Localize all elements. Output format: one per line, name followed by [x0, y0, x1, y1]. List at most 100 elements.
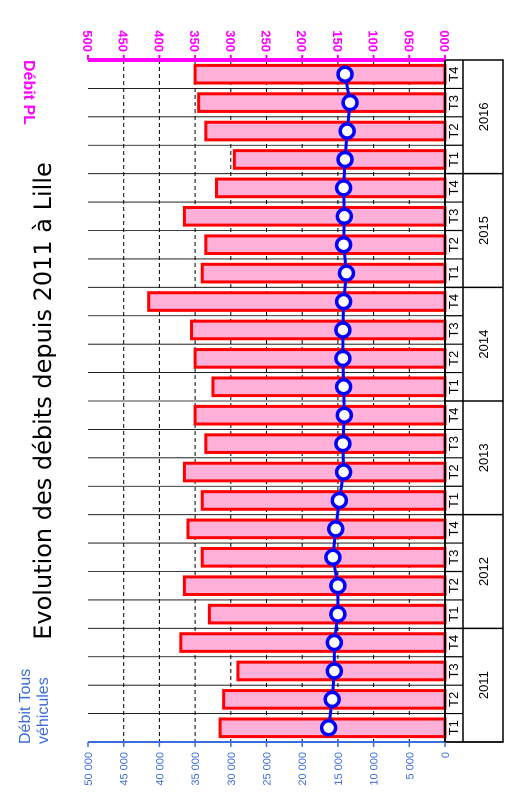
- bar: [197, 92, 447, 113]
- quarter-label: T2: [446, 692, 461, 707]
- pl-point: [336, 150, 354, 169]
- quarter-label: T3: [446, 436, 461, 451]
- left-tick-label: 10 000: [369, 752, 381, 786]
- year-label: 2013: [476, 443, 491, 472]
- right-axis-ticks: 000 050 100 150 200 250 300 350 400 450 500: [80, 30, 452, 60]
- quarter-label: T2: [446, 237, 461, 252]
- quarter-label: T1: [446, 720, 461, 735]
- category-axis: T1 T2 T3 T4 T1 T2 T3 T4 T1 T2 T3 T4 T1 T2 T3 T4 T1 T2 T3 T4…: [444, 59, 504, 743]
- quarter-label: T3: [446, 209, 461, 224]
- bar: [182, 575, 447, 597]
- bar: [200, 490, 447, 511]
- left-tick-label: 40 000: [154, 752, 166, 786]
- bar: [204, 120, 447, 142]
- quarter-label: T1: [446, 266, 461, 281]
- left-axis-label-line1: Débit Tous: [17, 669, 34, 744]
- quarter-label: T3: [446, 550, 461, 565]
- pl-point: [334, 463, 353, 481]
- pl-point: [325, 662, 344, 680]
- pl-point: [334, 349, 352, 368]
- quarter-label: T1: [446, 379, 461, 394]
- year-label: 2015: [476, 216, 491, 245]
- quarter-label: T4: [446, 294, 461, 309]
- pl-point: [334, 179, 353, 197]
- bar: [147, 291, 447, 312]
- year-label: 2012: [476, 557, 491, 586]
- quarter-label: T3: [446, 663, 461, 678]
- quarter-label: T2: [446, 578, 461, 593]
- left-tick-label: 25 000: [262, 752, 274, 786]
- left-tick-label: 20 000: [297, 752, 309, 786]
- bar: [200, 546, 447, 568]
- quarter-label: T2: [446, 351, 461, 366]
- pl-point: [336, 65, 354, 83]
- quarter-label: T3: [446, 95, 461, 110]
- quarter-label: T4: [446, 408, 461, 423]
- quarter-label: T1: [446, 607, 461, 622]
- bar: [207, 603, 447, 625]
- quarter-label: T2: [446, 123, 461, 138]
- bar: [193, 63, 447, 85]
- right-tick-label: 000: [437, 30, 452, 52]
- right-tick-label: 500: [80, 30, 95, 52]
- pl-point: [327, 520, 345, 538]
- chart-title: Evolution des débits depuis 2011 à Lille: [29, 162, 57, 640]
- pl-point: [335, 406, 354, 424]
- pl-point: [334, 292, 353, 311]
- right-tick-label: 400: [151, 30, 166, 52]
- left-tick-label: 35 000: [190, 752, 202, 786]
- left-tick-label: 45 000: [119, 752, 131, 786]
- pl-point: [338, 122, 356, 140]
- bar: [193, 348, 447, 369]
- left-tick-label: 30 000: [226, 752, 238, 786]
- pl-point: [341, 93, 359, 112]
- pl-point: [319, 719, 338, 737]
- pl-point: [334, 321, 352, 339]
- pl-point: [323, 690, 341, 709]
- right-tick-label: 150: [330, 30, 345, 52]
- quarter-label: T1: [446, 152, 461, 167]
- year-label: 2014: [476, 330, 491, 359]
- left-tick-label: 15 000: [333, 752, 345, 786]
- left-tick-label: 5 000: [404, 752, 416, 780]
- pl-point: [337, 264, 356, 282]
- pl-point: [329, 576, 347, 595]
- pl-line: [319, 65, 359, 737]
- pl-point: [335, 207, 354, 226]
- bar: [193, 404, 447, 426]
- quarter-label: T2: [446, 464, 461, 479]
- bar: [179, 632, 447, 653]
- pl-point: [334, 235, 353, 254]
- bar: [182, 461, 447, 483]
- right-tick-label: 200: [294, 30, 309, 52]
- year-label: 2011: [476, 671, 491, 699]
- right-axis-label: Débit PL: [20, 60, 37, 125]
- quarter-label: T4: [446, 635, 461, 650]
- pl-point: [325, 633, 344, 652]
- pl-point: [330, 491, 349, 510]
- right-tick-label: 350: [187, 30, 202, 52]
- left-tick-label: 0: [440, 752, 452, 758]
- right-tick-label: 050: [401, 30, 416, 52]
- quarter-label: T1: [446, 493, 461, 508]
- right-tick-label: 100: [366, 30, 381, 52]
- pl-point: [329, 605, 347, 623]
- right-tick-label: 250: [259, 30, 274, 52]
- quarter-label: T4: [446, 521, 461, 536]
- pl-point: [334, 434, 352, 453]
- grid: [88, 59, 445, 743]
- quarter-label: T4: [446, 67, 461, 82]
- left-axis-ticks: 0 5 000 10 000 15 000 20 000 25 000 30 000 35 0…: [83, 742, 452, 786]
- year-label: 2016: [476, 102, 491, 131]
- quarter-label: T3: [446, 322, 461, 337]
- bar: [215, 177, 447, 199]
- bars: [147, 63, 447, 739]
- quarter-label: T4: [446, 180, 461, 195]
- left-tick-label: 50 000: [83, 752, 95, 786]
- right-tick-label: 450: [116, 30, 131, 52]
- pl-point: [334, 378, 353, 396]
- bar: [204, 234, 447, 256]
- pl-point: [324, 548, 342, 567]
- bar: [200, 262, 447, 284]
